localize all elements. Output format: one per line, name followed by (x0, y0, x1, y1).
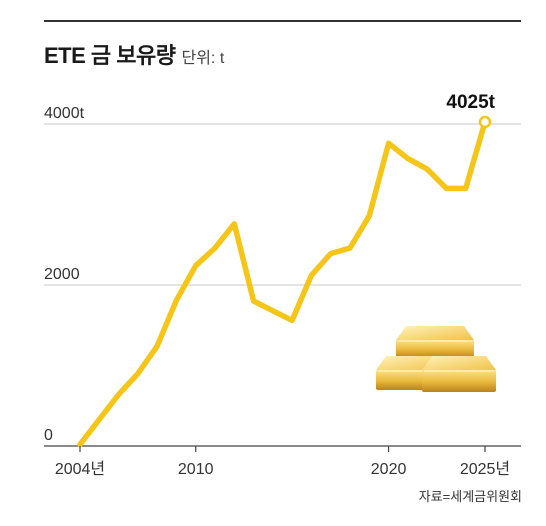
peak-marker (478, 115, 492, 129)
gold-bars-icon (376, 326, 496, 392)
y-tick-label: 2000 (44, 266, 80, 283)
gold-bar-right (422, 356, 496, 392)
y-tick-label: 4000t (44, 105, 85, 122)
x-tick-label: 2004년 (55, 460, 105, 478)
y-tick-label: 0 (44, 427, 53, 444)
x-tick-label: 2010 (178, 461, 214, 478)
unit-label: 단위: t (181, 50, 225, 67)
x-tick-label: 2020 (371, 461, 407, 478)
top-rule (44, 20, 521, 22)
chart-title: ETE 금 보유량 (44, 43, 176, 68)
y-axis: 0 2000 4000t (44, 105, 85, 444)
x-axis: 2004년 2010 2020 2025년 (55, 446, 510, 478)
chart-header: ETE 금 보유량 단위: t (44, 38, 224, 70)
series-layer (77, 119, 488, 448)
annotations: 4025t (446, 92, 496, 129)
x-tick-label: 2025년 (460, 460, 510, 478)
source-note: 자료=세계금위원회 (418, 489, 522, 504)
gridlines (44, 123, 521, 447)
gold-bar-top (396, 326, 474, 358)
peak-label: 4025t (446, 92, 495, 113)
series-line (77, 119, 488, 448)
